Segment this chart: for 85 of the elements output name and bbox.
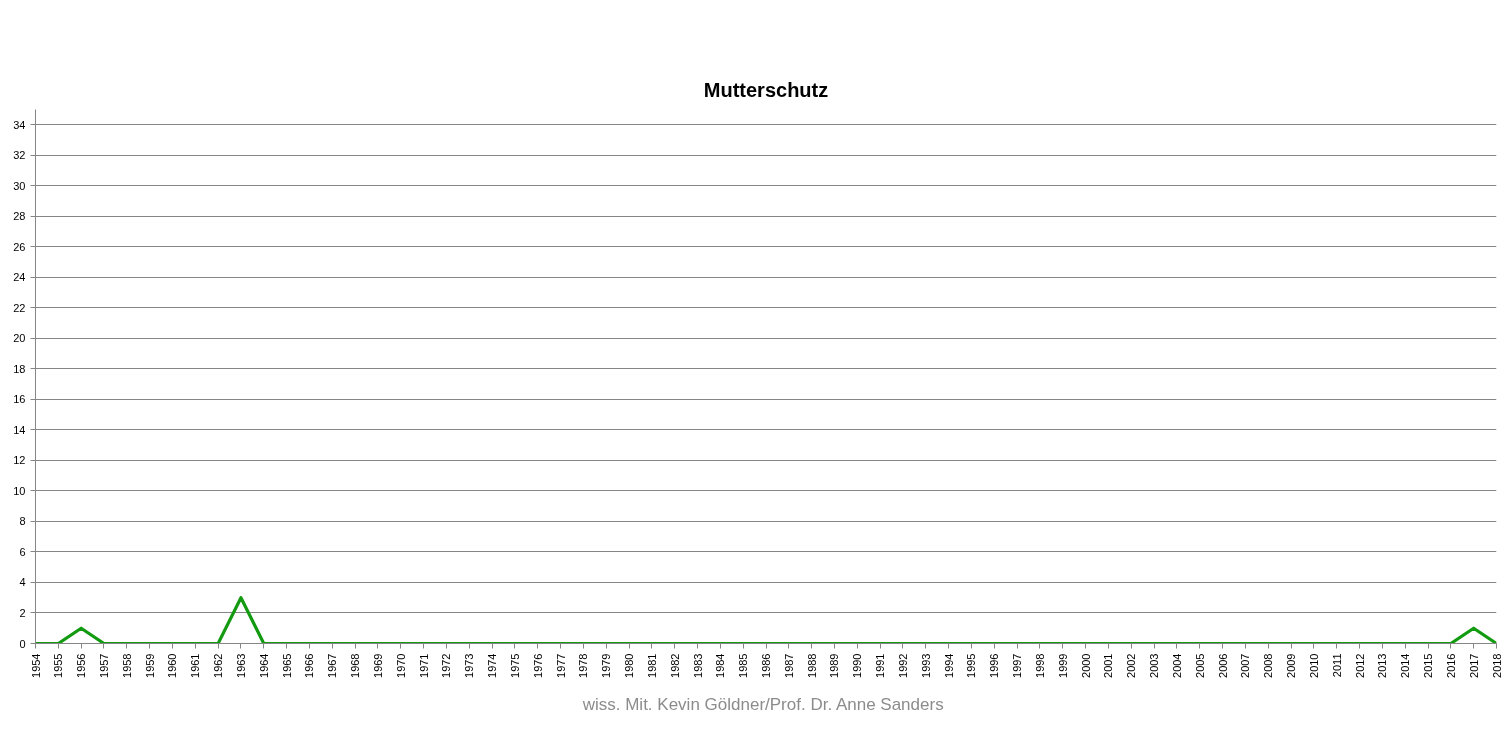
x-tick-label: 1991 (874, 653, 887, 678)
x-tick-label: 2008 (1262, 653, 1275, 678)
text: wiss. Mit. Kevin Göldner/Prof. Dr. Anne Sanders (581, 694, 944, 714)
x-tick-label: 1962 (212, 653, 225, 678)
y-tick-label: 32 (13, 149, 26, 162)
x-tick-label: 2004 (1170, 653, 1183, 678)
x-tick-label: 1982 (668, 653, 681, 678)
x-tick-label: 1966 (303, 653, 316, 678)
x-tick-label: 1954 (29, 653, 42, 678)
x-tick-label: 1963 (234, 653, 247, 678)
x-tick-label: 2002 (1125, 653, 1138, 678)
chart-title: Mutterschutz (703, 78, 829, 101)
x-tick-label: 1978 (577, 653, 590, 678)
y-tick-label: 0 (19, 637, 26, 650)
x-tick-label: 1969 (371, 653, 384, 678)
x-tick-label: 1998 (1033, 653, 1046, 678)
x-tick-label: 1997 (1011, 653, 1024, 678)
x-tick-label: 2009 (1285, 653, 1298, 678)
x-tick-label: 1999 (1056, 653, 1069, 678)
x-tick-label: 1959 (143, 653, 156, 678)
x-tick-label: 2007 (1239, 653, 1252, 678)
x-tick-label: 2006 (1216, 653, 1229, 678)
x-tick-label: 2011 (1330, 653, 1343, 678)
x-tick-label: 1977 (554, 653, 567, 678)
y-tick-label: 16 (13, 393, 26, 406)
y-tick-label: 2 (19, 606, 26, 619)
y-tick-label: 10 (13, 484, 26, 497)
x-tick-label: 1960 (166, 653, 179, 678)
x-tick-label: 2001 (1102, 653, 1115, 678)
y-tick-label: 24 (13, 271, 26, 284)
x-tick-label: 1989 (828, 653, 841, 678)
x-tick-label: 2005 (1193, 653, 1206, 678)
x-tick-label: 1980 (623, 653, 636, 678)
x-tick-label: 2017 (1467, 653, 1480, 678)
x-tick-label: 2018 (1490, 653, 1503, 678)
x-tick-label: 1968 (349, 653, 362, 678)
x-tick-label: 1992 (896, 653, 909, 678)
x-tick-label: 2016 (1444, 653, 1457, 678)
x-tick-label: 1985 (737, 653, 750, 678)
y-tick-label: 18 (13, 362, 26, 375)
x-tick-label: 1956 (75, 653, 88, 678)
x-tick-label: 1990 (851, 653, 864, 678)
x-tick-label: 2003 (1148, 653, 1161, 678)
x-tick-label: 1975 (508, 653, 521, 678)
x-tick-label: 2010 (1307, 653, 1320, 678)
x-tick-label: 1974 (486, 653, 499, 678)
x-tick-label: 1971 (417, 653, 430, 678)
x-tick-label: 2013 (1376, 653, 1389, 678)
y-tick-label: 28 (13, 210, 26, 223)
y-tick-label: 34 (13, 118, 26, 131)
x-tick-label: 1986 (760, 653, 772, 678)
x-tick-label: 1957 (97, 653, 110, 678)
x-tick-label: 1970 (394, 653, 407, 678)
x-tick-label: 1973 (463, 653, 476, 678)
x-tick-label: 1976 (531, 653, 544, 678)
x-tick-label: 1984 (714, 653, 727, 678)
x-tick-label: 1958 (120, 653, 133, 678)
x-tick-label: 1987 (782, 653, 795, 678)
y-tick-label: 4 (19, 576, 26, 589)
y-tick-label: 8 (19, 515, 26, 528)
y-tick-label: 20 (13, 332, 26, 345)
x-tick-label: 1995 (965, 653, 978, 678)
x-tick-label: 1983 (691, 653, 704, 678)
x-tick-label: 1961 (189, 653, 202, 678)
x-tick-label: 1964 (257, 653, 270, 678)
y-tick-label: 6 (19, 545, 26, 558)
y-tick-label: 22 (13, 301, 26, 314)
y-tick-label: 14 (13, 423, 26, 436)
x-tick-label: 1981 (645, 653, 658, 678)
x-tick-label: 1996 (988, 653, 1001, 678)
y-tick-label: 30 (13, 179, 26, 192)
x-tick-label: 1967 (326, 653, 339, 678)
x-tick-label: 1965 (280, 653, 293, 678)
y-tick-label: 12 (13, 454, 26, 467)
x-tick-label: 2015 (1422, 653, 1435, 678)
x-tick-label: 1979 (600, 653, 613, 678)
x-tick-label: 1993 (919, 653, 932, 678)
x-tick-label: 2014 (1399, 653, 1412, 678)
x-tick-label: 1955 (52, 653, 65, 678)
y-tick-label: 26 (13, 240, 26, 253)
x-tick-label: 1972 (440, 653, 453, 678)
x-tick-label: 2000 (1079, 653, 1092, 678)
x-tick-label: 1988 (805, 653, 818, 678)
x-tick-label: 2012 (1353, 653, 1366, 678)
x-tick-label: 1994 (942, 653, 955, 678)
